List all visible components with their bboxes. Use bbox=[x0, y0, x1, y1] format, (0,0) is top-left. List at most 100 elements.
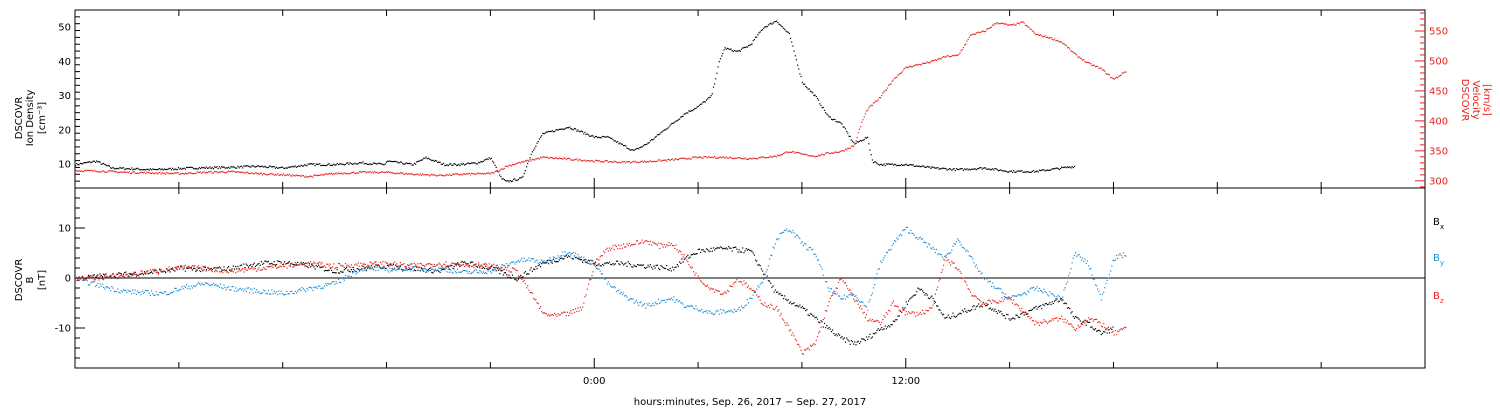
data-point bbox=[590, 259, 592, 261]
data-point bbox=[767, 280, 769, 282]
data-point bbox=[223, 284, 225, 286]
data-point bbox=[786, 300, 788, 302]
data-point bbox=[100, 171, 102, 173]
data-point bbox=[270, 165, 272, 167]
data-point bbox=[707, 98, 709, 100]
data-point bbox=[771, 286, 773, 289]
data-point bbox=[285, 174, 287, 177]
data-point bbox=[538, 261, 540, 264]
data-point bbox=[648, 142, 650, 144]
data-point bbox=[608, 247, 611, 249]
data-point bbox=[419, 270, 421, 272]
data-point bbox=[932, 297, 934, 300]
data-point bbox=[757, 158, 759, 160]
data-point bbox=[885, 311, 887, 314]
data-point bbox=[754, 291, 757, 293]
data-point bbox=[259, 293, 261, 295]
data-point bbox=[341, 271, 343, 273]
data-point bbox=[649, 264, 651, 266]
data-point bbox=[850, 294, 852, 296]
data-point bbox=[1105, 282, 1107, 284]
data-point bbox=[1028, 26, 1030, 28]
data-point bbox=[275, 264, 278, 266]
data-point bbox=[106, 171, 108, 173]
data-point bbox=[696, 106, 698, 108]
data-point bbox=[474, 173, 476, 175]
data-point bbox=[396, 160, 398, 163]
data-point bbox=[856, 297, 858, 299]
data-point bbox=[323, 270, 325, 272]
data-point bbox=[497, 269, 500, 271]
data-point bbox=[1048, 169, 1050, 171]
data-point bbox=[770, 282, 772, 284]
data-point bbox=[836, 287, 838, 289]
data-point bbox=[794, 338, 796, 340]
data-point bbox=[569, 252, 571, 254]
data-point bbox=[888, 249, 890, 251]
data-point bbox=[402, 163, 404, 165]
data-point bbox=[119, 292, 121, 294]
data-point bbox=[786, 31, 788, 33]
data-point bbox=[541, 259, 543, 261]
data-point bbox=[878, 329, 880, 331]
data-point bbox=[1027, 290, 1029, 292]
data-point bbox=[772, 156, 774, 158]
data-point bbox=[506, 165, 508, 167]
data-point bbox=[1040, 34, 1042, 36]
data-point bbox=[497, 170, 500, 172]
data-point bbox=[251, 165, 253, 167]
data-point bbox=[388, 160, 390, 162]
data-point bbox=[654, 242, 656, 245]
data-point bbox=[93, 281, 95, 283]
data-point bbox=[736, 50, 738, 52]
data-point bbox=[300, 289, 302, 291]
data-point bbox=[633, 149, 635, 152]
data-point bbox=[877, 99, 879, 101]
data-point bbox=[625, 246, 627, 248]
data-point bbox=[300, 175, 302, 177]
data-point bbox=[631, 161, 633, 163]
data-point bbox=[256, 289, 258, 291]
data-point bbox=[89, 275, 91, 277]
data-point bbox=[145, 169, 147, 171]
data-point bbox=[119, 272, 121, 275]
data-point bbox=[858, 301, 861, 303]
data-point bbox=[481, 272, 483, 274]
data-point bbox=[861, 140, 863, 142]
data-point bbox=[529, 292, 531, 294]
data-point bbox=[1124, 326, 1126, 329]
data-point bbox=[411, 267, 413, 269]
data-point bbox=[919, 312, 921, 314]
data-point bbox=[235, 287, 237, 289]
data-point bbox=[982, 277, 984, 279]
data-point bbox=[445, 268, 447, 270]
data-point bbox=[836, 292, 838, 294]
data-point bbox=[378, 266, 380, 268]
data-point bbox=[191, 269, 193, 271]
data-point bbox=[97, 275, 99, 277]
data-point bbox=[771, 23, 773, 25]
data-point bbox=[425, 268, 427, 270]
data-point bbox=[759, 31, 761, 33]
data-point bbox=[718, 290, 720, 292]
data-point bbox=[766, 157, 768, 159]
data-point bbox=[772, 285, 774, 287]
data-point bbox=[462, 269, 465, 271]
data-point bbox=[535, 158, 537, 160]
data-point bbox=[83, 279, 85, 281]
data-point bbox=[288, 173, 290, 175]
data-point bbox=[1118, 330, 1120, 332]
data-point bbox=[244, 268, 246, 270]
data-point bbox=[875, 278, 877, 280]
data-point bbox=[902, 307, 904, 309]
data-point bbox=[293, 293, 295, 295]
data-point bbox=[920, 288, 922, 290]
data-point bbox=[717, 247, 719, 249]
data-point bbox=[988, 168, 990, 170]
data-point bbox=[1017, 316, 1019, 318]
data-point bbox=[159, 269, 161, 271]
x-tick-labels: 0:00 12:00 bbox=[583, 376, 920, 387]
data-point bbox=[507, 180, 509, 182]
data-point bbox=[580, 256, 583, 258]
data-point bbox=[424, 267, 426, 269]
